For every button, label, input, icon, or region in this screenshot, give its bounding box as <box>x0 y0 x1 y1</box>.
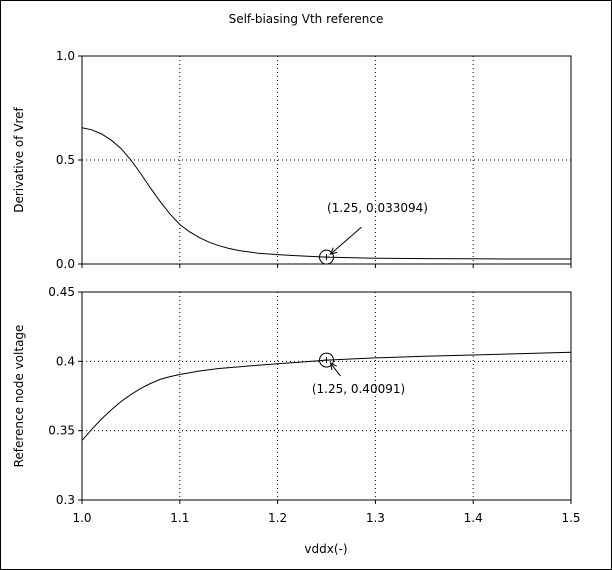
y-tick-label: 0.0 <box>56 257 75 271</box>
y-tick-label: 0.4 <box>56 354 75 368</box>
series-line <box>81 127 571 260</box>
chart-title: Self-biasing Vth reference <box>229 12 384 26</box>
annotation-label: (1.25, 0.40091) <box>312 382 405 396</box>
plot-frame <box>81 291 572 501</box>
x-tick-label: 1.5 <box>561 511 580 525</box>
y-tick-label: 0.5 <box>56 153 75 167</box>
annotation-arrowhead <box>329 362 337 371</box>
x-tick-label: 1.3 <box>366 511 385 525</box>
annotation-arrow <box>330 362 341 377</box>
bottom-panel: 0.3 0.35 0.4 0.45 1.0 1.1 1.2 1.3 1.4 1.5 Referenc… <box>12 285 581 525</box>
y-tick-label: 0.3 <box>56 493 75 507</box>
annotation-arrowhead <box>329 247 338 255</box>
top-panel: 0.0 0.5 1.0 Derivative of Vref (1.25, 0.0330… <box>12 49 572 271</box>
x-tick-label: 1.0 <box>72 511 91 525</box>
y-axis-label: Derivative of Vref <box>12 106 26 212</box>
x-tick-label: 1.1 <box>170 511 189 525</box>
annotation-label: (1.25, 0.033094) <box>327 201 428 215</box>
y-tick-label: 1.0 <box>56 49 75 63</box>
x-tick-label: 1.2 <box>268 511 287 525</box>
data-cursor-marker <box>319 352 334 368</box>
x-axis-label: vddx(-) <box>304 542 347 556</box>
y-tick-label: 0.45 <box>48 285 75 299</box>
series-line <box>81 351 572 441</box>
x-tick-label: 1.4 <box>464 511 483 525</box>
data-cursor-marker <box>319 249 334 265</box>
annotation-arrow <box>330 226 362 255</box>
y-axis-label: Reference node voltage <box>12 325 26 468</box>
y-tick-label: 0.35 <box>48 424 75 438</box>
